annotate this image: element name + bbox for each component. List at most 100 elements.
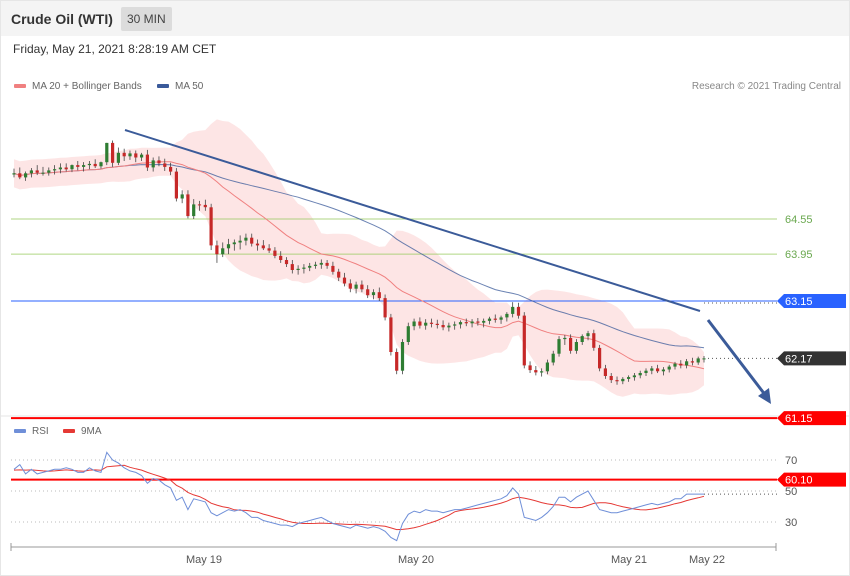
candle [389,313,393,356]
x-tick-label: May 22 [689,554,725,566]
candle-body [313,264,318,266]
candlesticks [12,140,706,385]
candle [331,261,335,275]
candle-body [447,325,451,328]
last-price-tag: 62.17 [777,351,846,366]
candle-body [296,268,300,270]
candle-body [226,244,231,249]
trend-lines [124,129,771,404]
candle [284,257,289,268]
candle [151,157,155,172]
candle-body [192,204,196,217]
candle-body [47,170,51,173]
candle [435,319,439,329]
candle-body [163,163,167,167]
candle [673,361,677,370]
ma20-swatch [14,84,26,89]
candle [232,239,236,251]
candle-body [482,320,486,323]
candle [337,268,341,282]
candle-body [395,352,399,371]
candle-body [516,306,521,316]
candle [24,171,28,181]
rsi-ma-legend-label: 9MA [81,426,102,437]
candle [412,318,416,331]
candle [609,373,613,383]
ma50-legend-label: MA 50 [175,81,204,92]
instrument-title: Crude Oil (WTI) [11,11,113,27]
candle-body [238,240,242,243]
rsi-legend-label: RSI [32,426,49,437]
candle-body [12,173,16,175]
candle [632,373,636,381]
candle-body [569,337,573,351]
candle-body [458,322,463,325]
candle-body [702,358,706,360]
candle-body [250,237,254,244]
candle-body [261,245,265,249]
copyright-text: Research © 2021 Trading Central [691,81,841,92]
candle-body [215,245,219,255]
legend-rsi: RSI [14,426,49,437]
candle-body [522,315,526,366]
candle-body [24,173,28,178]
candle [41,166,45,176]
bollinger-bands [14,119,704,397]
candle-body [273,250,277,256]
candle [29,168,33,178]
candle [99,161,103,169]
level-label-64.55: 64.55 [785,214,813,226]
candle [302,264,306,274]
candle-body [244,237,248,241]
candle [174,168,178,202]
candle-body [122,152,126,157]
candle-body [151,160,155,168]
candle-body [267,248,271,251]
candle [186,190,190,219]
candle [215,240,219,263]
candle-body [325,262,329,266]
candle [122,148,126,162]
candle-body [424,322,428,326]
candle [569,334,573,354]
candle [203,199,207,211]
candle-body [383,298,387,318]
candle-body [279,255,283,260]
ma50-swatch [157,84,169,89]
candle-body [174,171,178,199]
timeframe-badge[interactable]: 30 MIN [121,7,172,31]
candle [441,320,445,331]
candle-body [145,154,149,168]
candle-body [435,323,439,325]
candle [516,302,521,319]
candle [360,280,364,293]
candle [76,161,80,171]
candle-body [487,318,492,321]
candle-body [656,368,660,372]
candle-body [360,284,364,290]
x-tick-label: May 21 [611,554,647,566]
candle-body [331,265,335,272]
rsi-tick-30: 30 [785,517,797,529]
candle [464,318,468,327]
candle-body [615,380,619,382]
candle-body [105,142,109,163]
candle-body [302,267,306,269]
candle [82,162,86,172]
candle [476,317,480,326]
candle [70,164,74,173]
candle-body [186,194,190,217]
candle [226,238,231,255]
candle-body [661,369,665,372]
candle [650,366,654,375]
candle-body [534,370,538,373]
projection-arrow-shaft [706,319,768,397]
bollinger-band-fill [14,119,704,397]
candle [615,376,619,385]
candle-body [563,337,567,340]
candle-body [76,165,80,167]
price-labels: 64.55 63.95 63.15 61.15 60.10 62.17 [777,214,846,487]
candle [64,163,68,172]
candle-body [667,366,671,370]
